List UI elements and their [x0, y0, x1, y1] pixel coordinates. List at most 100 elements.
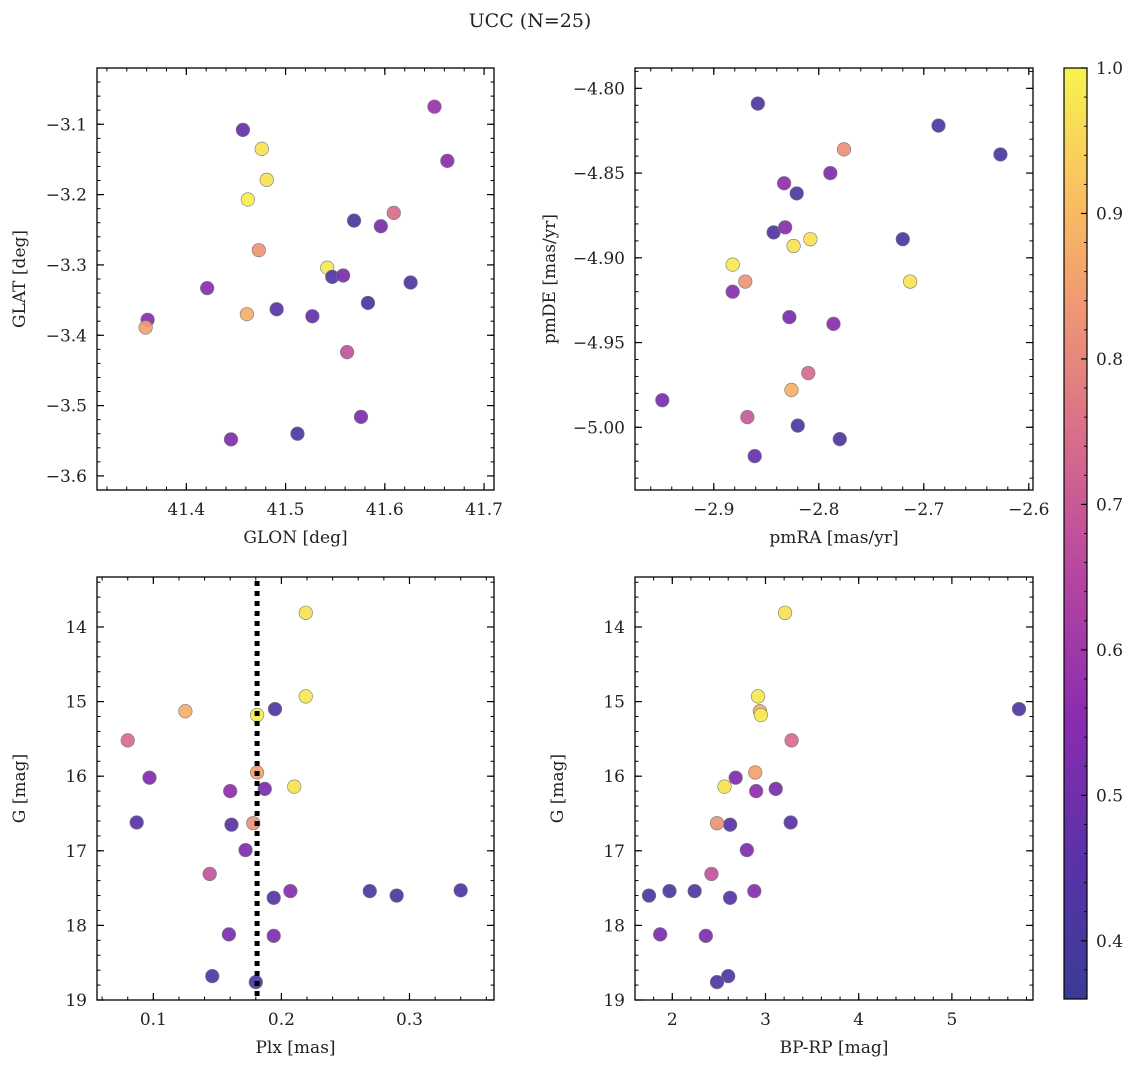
- data-point: [223, 432, 239, 447]
- x-tick-label: 0.3: [396, 1010, 423, 1030]
- data-point: [200, 281, 215, 296]
- x-axis-label: GLON [deg]: [243, 528, 347, 548]
- data-point: [655, 393, 670, 408]
- data-point: [747, 449, 762, 464]
- y-tick-label: −3.4: [46, 326, 87, 346]
- x-tick-label: 41.7: [465, 500, 503, 520]
- data-point: [803, 232, 818, 247]
- scatter-points: [138, 99, 455, 447]
- y-axis-label: G [mag]: [548, 754, 568, 823]
- data-point: [240, 192, 255, 207]
- data-point: [298, 689, 313, 704]
- y-axis-label: G [mag]: [10, 754, 30, 823]
- data-point: [257, 781, 272, 796]
- data-point: [778, 220, 793, 235]
- x-tick-label: 2: [667, 1010, 678, 1030]
- y-tick-label: 18: [65, 916, 87, 936]
- y-axis-label: pmDE [mas/yr]: [540, 214, 560, 344]
- data-point: [298, 605, 313, 620]
- minor-ticks: [634, 577, 1033, 1001]
- data-point: [305, 309, 320, 324]
- y-tick-label: 16: [65, 767, 87, 787]
- data-point: [753, 707, 768, 723]
- x-axis-label: Plx [mas]: [255, 1038, 335, 1058]
- data-point: [931, 118, 946, 133]
- colorbar-tick-label: 1.0: [1096, 59, 1123, 79]
- y-tick-label: 14: [65, 618, 87, 638]
- data-point: [784, 382, 799, 398]
- data-point: [269, 302, 284, 317]
- colorbar-tick-label: 0.4: [1096, 932, 1123, 952]
- x-tick-label: 5: [946, 1010, 957, 1030]
- data-point: [738, 274, 753, 289]
- panel-proper-motion: −2.9 −2.8 −2.7 −2.6 −5.00 −4.95 −4.90 −4.85 −4.8…: [540, 67, 1049, 548]
- data-point: [202, 866, 217, 882]
- colorbar: 0.4 0.5 0.6 0.7 0.8 0.9 1.0: [1063, 59, 1123, 1000]
- y-tick-label: −3.1: [46, 115, 87, 135]
- data-point: [836, 142, 852, 157]
- minor-ticks: [97, 67, 494, 491]
- x-tick-label: −2.9: [693, 500, 734, 520]
- data-point: [784, 733, 799, 748]
- colorbar-tick-label: 0.7: [1096, 495, 1123, 515]
- x-tick-label: −2.6: [1008, 500, 1049, 520]
- data-point: [138, 320, 153, 335]
- x-axis-label: pmRA [mas/yr]: [769, 528, 898, 548]
- y-tick-label: 15: [65, 693, 87, 713]
- data-point: [786, 238, 801, 254]
- y-tick-label: 17: [603, 842, 625, 862]
- data-point: [346, 213, 362, 228]
- y-tick-label: −4.85: [573, 164, 625, 184]
- data-point: [266, 890, 281, 905]
- data-point: [403, 275, 418, 290]
- data-point: [453, 883, 468, 898]
- y-tick-label: −5.00: [573, 418, 625, 438]
- data-point: [235, 122, 250, 137]
- x-axis-label: BP-RP [mag]: [780, 1038, 889, 1058]
- x-tick-label: 41.4: [167, 500, 205, 520]
- data-point: [254, 141, 269, 156]
- axes-frame: [96, 576, 495, 1001]
- x-tick-label: 41.5: [267, 500, 305, 520]
- data-point: [336, 268, 351, 283]
- colorbar-tick-label: 0.5: [1096, 786, 1123, 806]
- data-point: [790, 418, 805, 433]
- x-tick-label: 0.2: [268, 1010, 295, 1030]
- scatter-points: [120, 605, 468, 990]
- x-tick-label: 41.6: [366, 500, 404, 520]
- data-point: [722, 890, 738, 905]
- data-point: [221, 927, 237, 942]
- data-point: [687, 883, 702, 899]
- data-point: [238, 842, 253, 858]
- x-tick-label: 4: [853, 1010, 864, 1030]
- data-point: [725, 284, 740, 299]
- data-point: [246, 816, 261, 831]
- x-tick-label: −2.8: [798, 500, 839, 520]
- data-point: [129, 815, 144, 830]
- data-point: [440, 153, 455, 168]
- data-point: [747, 883, 762, 899]
- data-point: [290, 426, 305, 441]
- data-point: [739, 842, 754, 858]
- y-tick-label: 19: [65, 991, 87, 1011]
- data-point: [832, 432, 847, 447]
- data-point: [362, 883, 377, 899]
- data-point: [783, 815, 798, 830]
- data-point: [205, 969, 220, 984]
- data-point: [239, 307, 254, 322]
- colorbar-tick-label: 0.6: [1096, 641, 1123, 661]
- data-point: [698, 928, 713, 943]
- data-point: [120, 733, 135, 748]
- y-tick-label: 14: [603, 618, 625, 638]
- axes-frame: [634, 576, 1034, 1001]
- scatter-points: [655, 96, 1008, 464]
- data-point: [782, 310, 797, 325]
- scatter-points: [641, 605, 1027, 990]
- data-point: [801, 365, 816, 381]
- data-point: [353, 409, 369, 424]
- data-point: [717, 779, 732, 794]
- data-point: [641, 888, 657, 903]
- data-point: [287, 779, 302, 794]
- y-tick-label: −3.5: [46, 397, 87, 417]
